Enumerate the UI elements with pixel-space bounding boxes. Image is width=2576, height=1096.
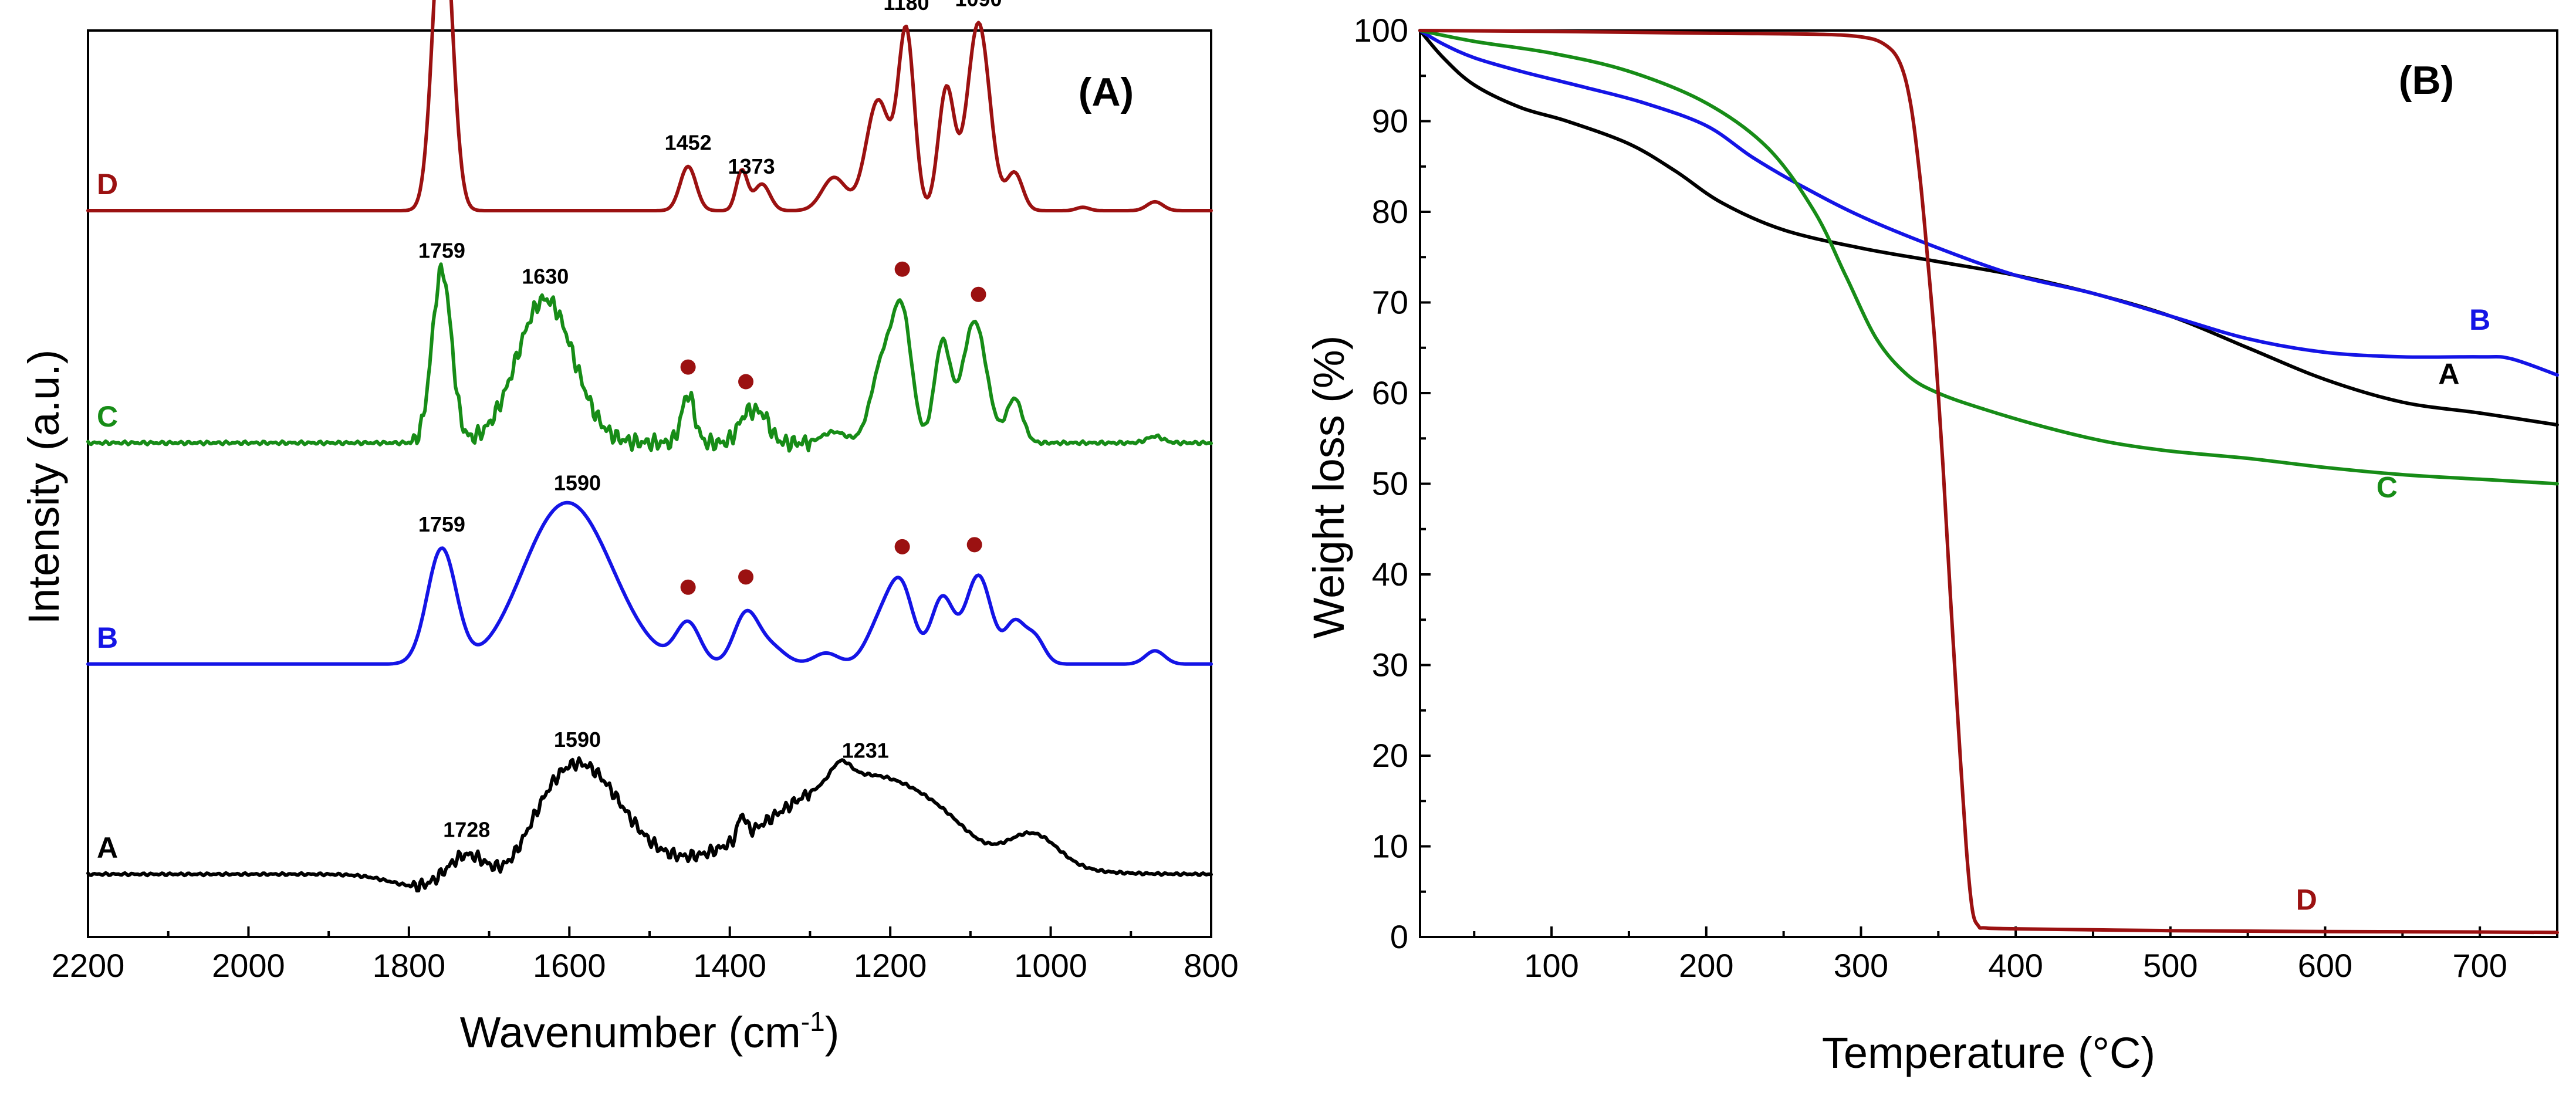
peak-marker-dot <box>738 374 754 390</box>
x-tick-label: 1000 <box>1014 947 1087 984</box>
x-tick-label: 2000 <box>212 947 285 984</box>
x-tick-label: 100 <box>1524 947 1578 984</box>
y-tick-label: 30 <box>1372 647 1408 684</box>
panel-a-x-ticks: 2200 2000 1800 1600 1400 1200 1000 800 <box>52 926 1239 984</box>
ftir-series-C <box>86 262 1213 453</box>
tga-series-B <box>1418 29 2559 377</box>
peak-label: 1090 <box>955 0 1002 11</box>
panel-a-y-axis-title: Intensity (a.u.) <box>19 350 68 625</box>
peak-marker-dot <box>966 537 982 553</box>
x-tick-label: 800 <box>1184 947 1238 984</box>
ftir-series-A <box>86 756 1213 893</box>
ftir-series-B <box>86 500 1213 666</box>
x-title-superscript: -1 <box>801 1006 825 1037</box>
x-tick-label: 400 <box>1988 947 2043 984</box>
y-tick-label: 20 <box>1372 737 1408 774</box>
x-tick-label: 1200 <box>854 947 927 984</box>
panel-a-peak-labels: A172815901231B17591590C17591630D17581452… <box>97 0 1002 864</box>
peak-label: 1180 <box>883 0 929 15</box>
tga-panel: 100 200 300 400 500 600 700 0 10 20 30 40 50 60 70 80 90… <box>1304 12 2559 1077</box>
tga-series-label-C: C <box>2376 471 2398 504</box>
x-title-end: ) <box>825 1008 840 1057</box>
tga-series-label-A: A <box>2438 358 2459 391</box>
peak-label: 1231 <box>842 739 889 763</box>
peak-marker-dot <box>680 359 696 375</box>
peak-label: 1590 <box>554 728 601 752</box>
ftir-series-label-D: D <box>97 168 118 201</box>
panel-a-x-axis-title: Wavenumber (cm-1) <box>460 1006 840 1057</box>
x-tick-label: 600 <box>2298 947 2352 984</box>
ftir-series-label-B: B <box>97 621 118 654</box>
panel-a-series <box>86 0 1213 893</box>
x-tick-label: 1600 <box>533 947 606 984</box>
peak-marker-dot <box>971 286 986 302</box>
panel-b-label: (B) <box>2399 58 2454 103</box>
x-tick-label: 700 <box>2452 947 2507 984</box>
y-tick-label: 90 <box>1372 103 1408 140</box>
y-tick-label: 10 <box>1372 828 1408 865</box>
peak-marker-dot <box>894 539 910 554</box>
peak-marker-dot <box>738 569 754 585</box>
x-title-main: Wavenumber (cm <box>460 1008 801 1057</box>
peak-marker-dot <box>680 579 696 595</box>
panel-b-curve-labels: AB C D <box>2296 303 2490 916</box>
x-tick-label: 1400 <box>693 947 766 984</box>
tga-series-C <box>1418 29 2559 486</box>
ftir-panel: 2200 2000 1800 1600 1400 1200 1000 800 A 1728 159… <box>19 0 1239 1057</box>
tga-series-A <box>1418 29 2559 427</box>
x-tick-label: 1800 <box>373 947 446 984</box>
tga-series-D <box>1418 29 2559 935</box>
panel-a-label: (A) <box>1079 70 1134 114</box>
panel-a-peak-markers <box>680 261 986 595</box>
ftir-series-D <box>86 0 1213 212</box>
tga-series-label-D: D <box>2296 884 2317 916</box>
peak-label: 1630 <box>522 265 569 289</box>
y-tick-label: 50 <box>1372 465 1408 502</box>
ftir-series-label-A: A <box>97 831 118 864</box>
y-tick-label: 40 <box>1372 556 1408 593</box>
panel-b-y-axis-title: Weight loss (%) <box>1304 336 1353 639</box>
tga-series-label-B: B <box>2469 303 2490 336</box>
y-tick-label: 60 <box>1372 374 1408 411</box>
panel-b-series <box>1418 29 2559 935</box>
x-tick-label: 300 <box>1834 947 1888 984</box>
y-tick-label: 100 <box>1354 12 1408 49</box>
peak-marker-dot <box>894 261 910 277</box>
x-tick-label: 2200 <box>52 947 125 984</box>
peak-label: 1590 <box>554 471 601 495</box>
ftir-series-label-C: C <box>97 400 118 433</box>
peak-label: 1728 <box>443 818 490 842</box>
y-tick-label: 70 <box>1372 284 1408 321</box>
peak-label: 1759 <box>418 512 465 536</box>
panel-b-x-axis-title: Temperature (°C) <box>1822 1029 2155 1077</box>
y-tick-label: 0 <box>1390 918 1408 955</box>
peak-label: 1373 <box>728 154 775 178</box>
peak-label: 1759 <box>418 238 465 262</box>
panel-b-ticks: 100 200 300 400 500 600 700 0 10 20 30 40 50 60 70 80 90… <box>1354 12 2507 984</box>
y-tick-label: 80 <box>1372 193 1408 230</box>
peak-label: 1452 <box>665 131 712 155</box>
x-tick-label: 200 <box>1679 947 1733 984</box>
x-tick-label: 500 <box>2143 947 2198 984</box>
